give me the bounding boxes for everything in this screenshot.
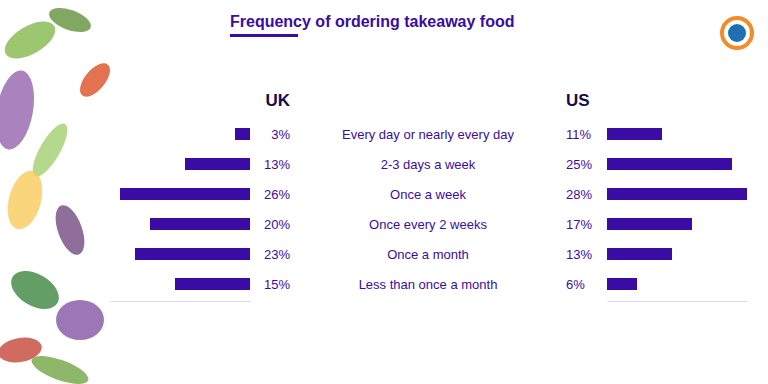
vegetable — [46, 3, 94, 37]
vegetable — [0, 14, 61, 66]
vegetable — [74, 58, 115, 101]
data-label: 26% — [264, 187, 290, 202]
bars — [607, 128, 747, 290]
title: Frequency of ordering takeaway food — [230, 13, 515, 30]
vegetable — [50, 201, 90, 258]
bar — [607, 248, 672, 260]
data-label: 13% — [264, 157, 290, 172]
logo — [722, 18, 752, 48]
bar — [150, 218, 250, 230]
x-axis — [608, 301, 748, 302]
x-axis — [111, 301, 251, 302]
bar — [607, 278, 637, 290]
y-axis: Every day or nearly every day 2-3 days a … — [342, 127, 514, 292]
axis-line — [608, 301, 748, 302]
bar — [607, 158, 732, 170]
chart: Frequency of ordering takeaway food UK 3% 1… — [0, 0, 768, 384]
bar — [120, 188, 250, 200]
data-label: 11% — [566, 127, 591, 142]
logo-ring — [722, 18, 752, 48]
tick-label: 2-3 days a week — [381, 157, 476, 172]
tick-label: Every day or nearly every day — [342, 127, 514, 142]
tick: Once a month — [387, 247, 469, 262]
data-label: 28% — [566, 187, 592, 202]
axis-line — [111, 301, 251, 302]
bar — [235, 128, 250, 140]
vegetable — [0, 67, 40, 152]
tick-label: Once a month — [387, 247, 469, 262]
bar — [607, 188, 747, 200]
data-labels: 3% 13% 26% 20% 23% 15% — [264, 127, 290, 292]
tick-label: Less than once a month — [359, 277, 498, 292]
title-underline — [230, 34, 298, 37]
tick-label: Once a week — [390, 187, 466, 202]
data-label: 6% — [566, 277, 585, 292]
vegetable — [28, 350, 91, 384]
series-header: US — [566, 91, 590, 110]
vegetable — [56, 300, 104, 340]
bar — [135, 248, 250, 260]
data-label: 20% — [264, 217, 290, 232]
vegetable — [4, 263, 65, 317]
data-label: 17% — [566, 217, 592, 232]
logo-globe — [728, 24, 746, 42]
data-labels: 11% 25% 28% 17% 13% 6% — [566, 127, 592, 292]
vegetable — [2, 167, 48, 233]
tick: Less than once a month — [359, 277, 498, 292]
series-header: UK — [265, 91, 290, 110]
data-label: 25% — [566, 157, 592, 172]
tick: Every day or nearly every day — [342, 127, 514, 142]
bar — [175, 278, 250, 290]
tick-label: Once every 2 weeks — [369, 217, 487, 232]
tick: Once a week — [390, 187, 466, 202]
bar — [185, 158, 250, 170]
decoration — [0, 3, 116, 384]
bar — [607, 128, 662, 140]
tick: 2-3 days a week — [381, 157, 476, 172]
data-label: 13% — [566, 247, 592, 262]
bars — [120, 128, 250, 290]
data-label: 15% — [264, 277, 290, 292]
tick: Once every 2 weeks — [369, 217, 487, 232]
data-label: 23% — [264, 247, 290, 262]
data-label: 3% — [271, 127, 290, 142]
bar — [607, 218, 692, 230]
